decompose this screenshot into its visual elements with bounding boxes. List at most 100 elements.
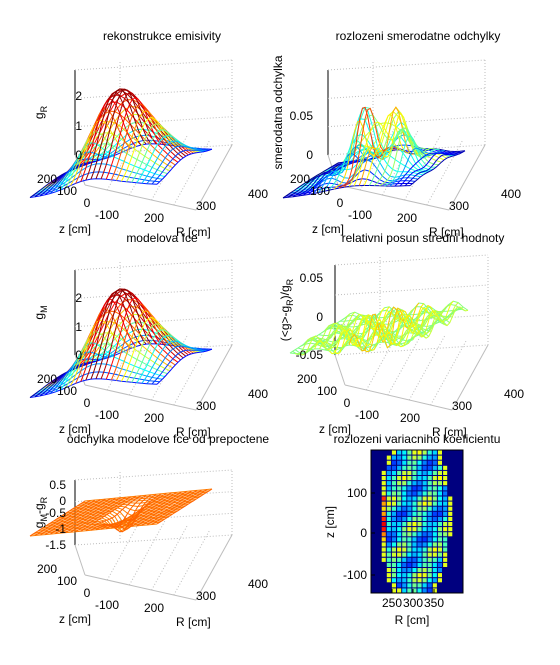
heatmap-cell — [412, 491, 417, 496]
heatmap-cell — [443, 496, 448, 501]
heatmap-cell — [381, 557, 386, 562]
heatmap-cell — [397, 527, 402, 532]
x-tick-label: 400 — [248, 387, 268, 401]
heatmap-cell — [397, 486, 402, 491]
heatmap-cell — [397, 496, 402, 501]
heatmap-cell — [391, 547, 396, 552]
heatmap-cell — [386, 496, 391, 501]
heatmap-cell — [402, 491, 407, 496]
surface-line — [65, 497, 121, 534]
heatmap-cell — [412, 506, 417, 511]
surface-line — [39, 499, 96, 536]
surface-line — [289, 317, 346, 354]
heatmap-cell — [432, 562, 437, 567]
surface-line — [343, 311, 400, 348]
heatmap-cell — [422, 552, 427, 557]
heatmap-cell — [381, 476, 386, 481]
heatmap-cell — [443, 542, 448, 547]
y-tick-label: 200 — [290, 172, 310, 186]
heatmap-cell — [417, 486, 422, 491]
heatmap-cell — [432, 460, 437, 465]
surface-line — [309, 317, 365, 351]
heatmap-cell — [427, 547, 432, 552]
heatmap-cell — [386, 552, 391, 557]
surface-line — [75, 496, 131, 533]
surface-line — [105, 97, 162, 180]
z-axis-label: gM-gR — [32, 496, 49, 528]
x-tick-label: 300 — [449, 199, 469, 213]
z-tick-label: 0 — [306, 148, 313, 162]
x-axis-label: R [cm] — [429, 225, 464, 239]
heatmap-cell — [407, 547, 412, 552]
surface-line — [302, 159, 359, 196]
heatmap-cell — [422, 465, 427, 470]
heatmap-cell — [397, 537, 402, 542]
surface-line — [156, 148, 213, 185]
surface-line — [95, 494, 152, 533]
surface-line — [146, 145, 202, 185]
heatmap-cell — [412, 527, 417, 532]
heatmap-cell — [417, 527, 422, 532]
heatmap-cell — [427, 568, 432, 573]
surface-line — [412, 306, 469, 341]
surface-line — [120, 117, 177, 182]
heatmap-cell — [443, 486, 448, 491]
heatmap-cell — [432, 583, 437, 588]
heatmap-cell — [386, 465, 391, 470]
heatmap-cell — [397, 511, 402, 516]
heatmap-cell — [412, 455, 417, 460]
heatmap-cell — [437, 552, 442, 557]
x-tick-label: 200 — [144, 411, 164, 425]
heatmap-cell — [417, 573, 422, 578]
subplot-5: odchylka modelove fce od prepoctene -1.5 -… — [29, 432, 269, 629]
heatmap-cell — [437, 522, 442, 527]
heatmap-cell — [407, 588, 412, 593]
heatmap-cell — [402, 532, 407, 537]
y-tick-label: -100 — [95, 208, 119, 222]
surface-line — [85, 291, 142, 381]
heatmap-cell — [407, 511, 412, 516]
heatmap-cell — [407, 450, 412, 455]
surface-line — [111, 492, 167, 529]
heatmap-cell — [437, 470, 442, 475]
z-tick-label: 0 — [75, 348, 82, 362]
surface-line — [384, 135, 440, 187]
heatmap-cell — [391, 552, 396, 557]
surface-line — [80, 298, 137, 382]
surface-line — [393, 304, 449, 345]
heatmap-cell — [417, 476, 422, 481]
heatmap-cell — [422, 537, 427, 542]
heatmap-cell — [397, 481, 402, 486]
heatmap-cell — [381, 537, 386, 542]
surface-line — [387, 309, 444, 343]
surface-line — [404, 150, 461, 187]
heatmap-cell — [427, 501, 432, 506]
z-tick-label: -1.5 — [45, 538, 66, 552]
heatmap-cell — [422, 547, 427, 552]
heatmap-cell — [391, 470, 396, 475]
surface-line — [339, 311, 395, 350]
y-tick-label: 100 — [57, 384, 77, 398]
surface-line — [348, 121, 405, 187]
surface-line — [333, 306, 390, 355]
heatmap-cell — [391, 522, 396, 527]
heatmap-cell — [412, 496, 417, 501]
heatmap-cell — [407, 460, 412, 465]
heatmap-cell — [432, 578, 437, 583]
subplot-title: rekonstrukce emisivity — [103, 29, 221, 43]
surface-line — [348, 306, 405, 352]
heatmap-cell — [417, 455, 422, 460]
heatmap-cell — [386, 527, 391, 532]
heatmap-cell — [443, 501, 448, 506]
y-tick-label: 100 — [310, 184, 330, 198]
heatmap-cell — [391, 516, 396, 521]
heatmap-cell — [412, 562, 417, 567]
heatmap-cell — [417, 583, 422, 588]
surface-line — [323, 144, 379, 192]
heatmap-cell — [386, 506, 391, 511]
heatmap-cell — [412, 460, 417, 465]
surface-line — [379, 127, 435, 187]
heatmap-cell — [412, 486, 417, 491]
heatmap-cell — [402, 568, 407, 573]
heatmap-cell — [448, 506, 453, 511]
